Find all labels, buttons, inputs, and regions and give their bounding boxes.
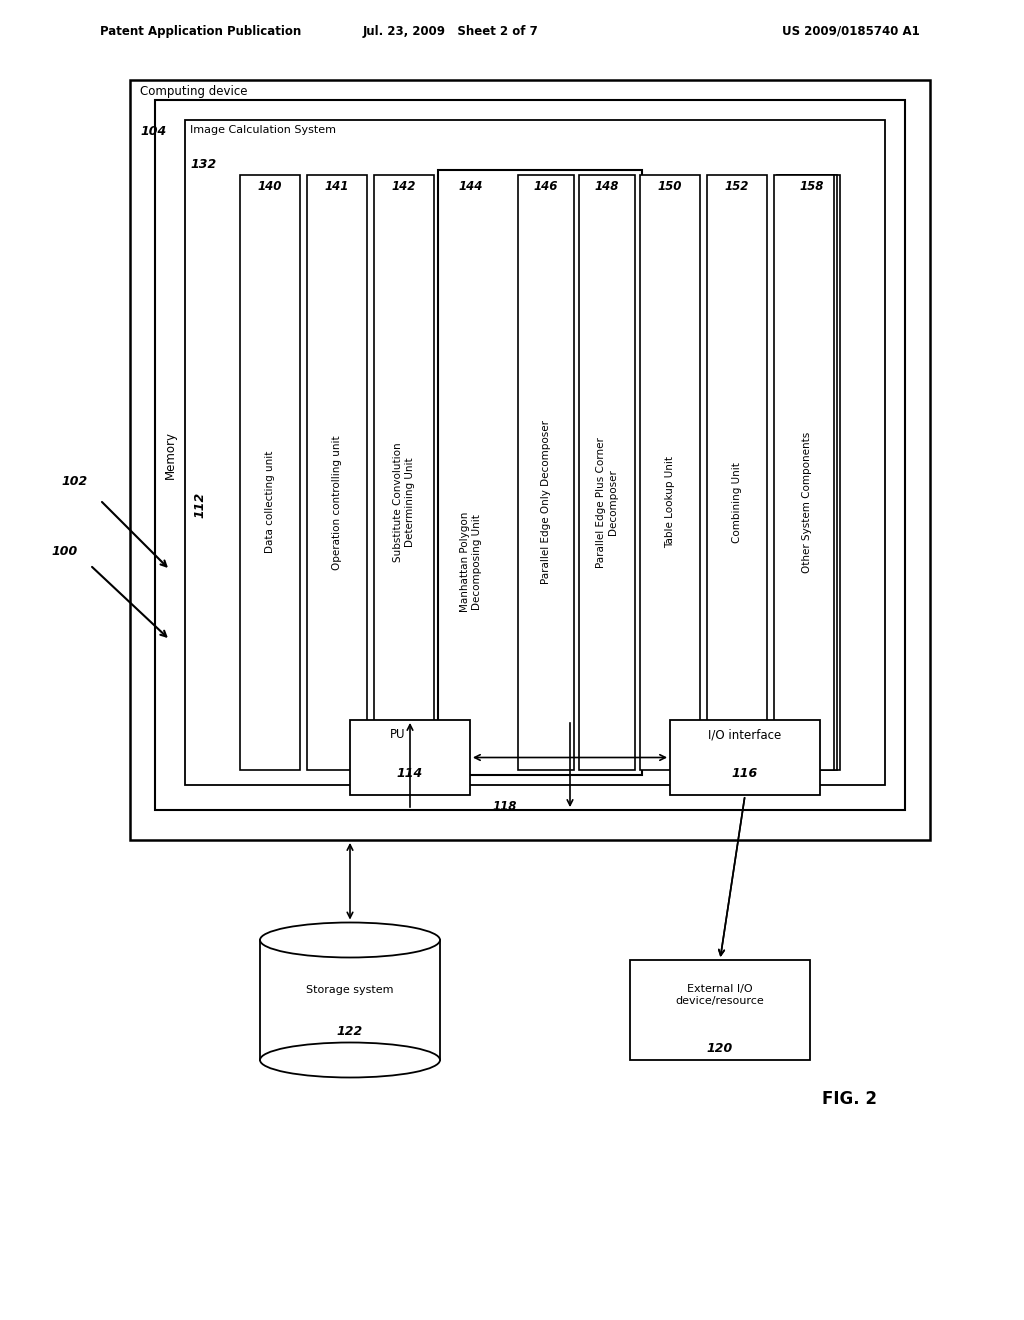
Text: 116: 116 (732, 767, 758, 780)
FancyBboxPatch shape (780, 176, 840, 770)
FancyBboxPatch shape (670, 719, 820, 795)
Text: 114: 114 (397, 767, 423, 780)
Text: 148: 148 (595, 180, 620, 193)
Text: 132: 132 (190, 158, 216, 172)
Text: Data collecting unit: Data collecting unit (265, 451, 275, 553)
Text: Computing device: Computing device (140, 84, 248, 98)
Ellipse shape (260, 923, 440, 957)
Text: 152: 152 (725, 180, 750, 193)
FancyBboxPatch shape (185, 120, 885, 785)
Text: External I/O
device/resource: External I/O device/resource (676, 985, 764, 1006)
Text: Table Lookup Unit: Table Lookup Unit (665, 457, 675, 548)
Ellipse shape (260, 1043, 440, 1077)
Text: Patent Application Publication: Patent Application Publication (100, 25, 301, 38)
Text: Image Calculation System: Image Calculation System (190, 125, 336, 135)
FancyBboxPatch shape (374, 176, 434, 770)
Text: Parallel Edge Plus Corner
Decomposer: Parallel Edge Plus Corner Decomposer (596, 437, 617, 568)
Text: Parallel Edge Only Decomposer: Parallel Edge Only Decomposer (541, 420, 551, 585)
Text: 144: 144 (459, 180, 483, 193)
Text: 146: 146 (534, 180, 558, 193)
Text: Memory: Memory (164, 432, 176, 479)
FancyBboxPatch shape (130, 81, 930, 840)
Text: 118: 118 (493, 800, 517, 813)
Text: 104: 104 (140, 125, 166, 139)
FancyBboxPatch shape (640, 176, 700, 770)
FancyBboxPatch shape (774, 176, 834, 770)
Text: Combining Unit: Combining Unit (732, 462, 742, 543)
FancyBboxPatch shape (350, 719, 470, 795)
Text: Operation controlling unit: Operation controlling unit (332, 434, 342, 569)
Text: 102: 102 (61, 475, 88, 488)
Text: 140: 140 (258, 180, 283, 193)
FancyBboxPatch shape (579, 176, 635, 770)
Text: Other System Components: Other System Components (802, 432, 812, 573)
Text: I/O interface: I/O interface (709, 729, 781, 741)
FancyBboxPatch shape (307, 176, 367, 770)
Text: PU: PU (390, 729, 406, 741)
FancyBboxPatch shape (240, 176, 300, 770)
FancyBboxPatch shape (777, 176, 837, 770)
Text: 141: 141 (325, 180, 349, 193)
Text: 112: 112 (193, 492, 206, 519)
FancyBboxPatch shape (707, 176, 767, 770)
Text: FIG. 2: FIG. 2 (822, 1090, 878, 1107)
FancyBboxPatch shape (155, 100, 905, 810)
Text: Jul. 23, 2009   Sheet 2 of 7: Jul. 23, 2009 Sheet 2 of 7 (362, 25, 538, 38)
Text: 142: 142 (392, 180, 416, 193)
FancyBboxPatch shape (438, 170, 642, 775)
Text: 150: 150 (657, 180, 682, 193)
Text: 122: 122 (337, 1026, 364, 1038)
Text: Storage system: Storage system (306, 985, 394, 995)
Text: Manhattan Polygon
Decomposing Unit: Manhattan Polygon Decomposing Unit (460, 512, 482, 612)
Text: 120: 120 (707, 1041, 733, 1055)
Text: US 2009/0185740 A1: US 2009/0185740 A1 (782, 25, 920, 38)
Text: 158: 158 (800, 180, 824, 193)
Polygon shape (260, 940, 440, 1060)
FancyBboxPatch shape (518, 176, 574, 770)
FancyBboxPatch shape (630, 960, 810, 1060)
Text: Substitute Convolution
Determining Unit: Substitute Convolution Determining Unit (393, 442, 415, 562)
Text: 100: 100 (52, 545, 78, 558)
